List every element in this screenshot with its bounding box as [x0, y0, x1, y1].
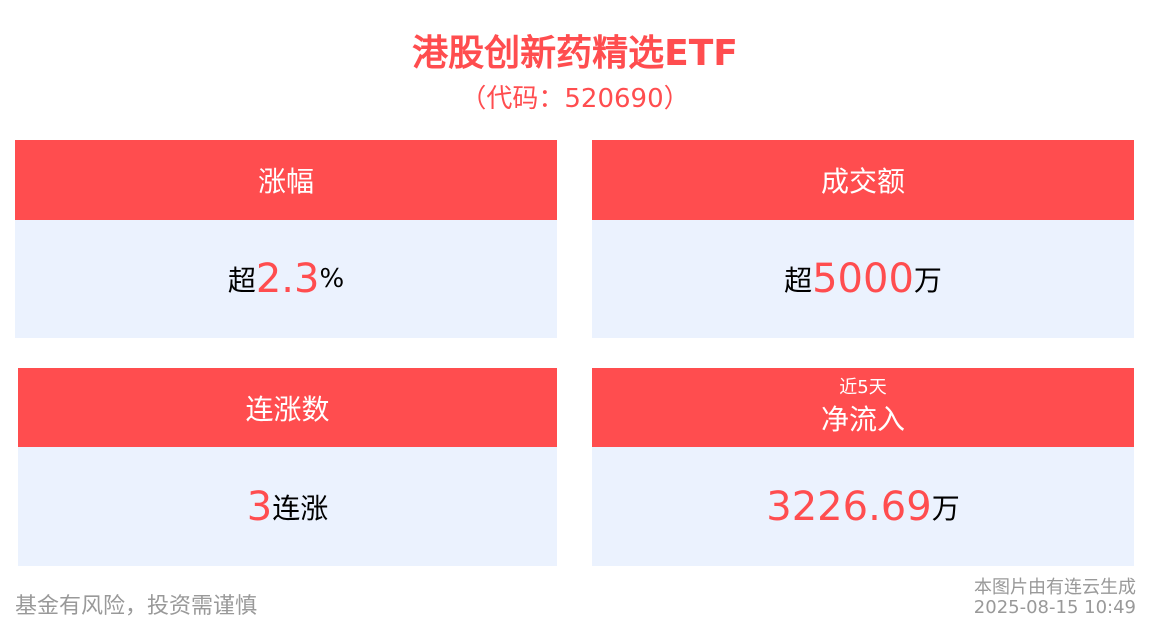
card-label: 净流入 — [820, 402, 905, 436]
card-body: 超 2.3% — [15, 220, 557, 338]
value-suffix: % — [319, 264, 345, 294]
value-suffix: 连涨 — [272, 491, 329, 525]
card-turnover: 成交额 超 5000 万 — [592, 140, 1134, 338]
card-header: 涨幅 — [15, 140, 557, 220]
value-prefix: 超 — [784, 264, 813, 297]
generated-info: 本图片由有连云生成 2025-08-15 10:49 — [974, 578, 1136, 618]
fund-code: （代码：520690） — [460, 84, 690, 114]
card-change: 涨幅 超 2.3% — [15, 140, 557, 338]
card-body: 超 5000 万 — [592, 220, 1134, 338]
value-number: 3226.69 — [766, 483, 932, 530]
card-label: 涨幅 — [257, 165, 314, 198]
value-suffix: 万 — [931, 491, 960, 525]
timestamp: 2025-08-15 10:49 — [973, 597, 1136, 618]
card-header: 成交额 — [592, 140, 1134, 220]
card-sublabel: 近5天 — [839, 376, 887, 398]
generated-by: 本图片由有连云生成 — [974, 577, 1136, 598]
card-net-inflow: 近5天净流入 3226.69 万 — [592, 368, 1134, 566]
card-header: 近5天净流入 — [592, 368, 1134, 447]
value-prefix: 超 — [227, 264, 256, 297]
page-title: 港股创新药精选ETF — [412, 33, 738, 74]
card-streak: 连涨数 3 连涨 — [18, 368, 557, 566]
value-number: 5000 — [812, 256, 914, 302]
card-label: 成交额 — [820, 165, 905, 198]
card-header: 连涨数 — [18, 368, 557, 447]
value-number: 3 — [246, 483, 273, 530]
value-suffix: 万 — [913, 264, 942, 297]
value-number: 2.3 — [255, 256, 320, 302]
risk-disclaimer: 基金有风险，投资需谨慎 — [15, 594, 258, 619]
card-label: 连涨数 — [245, 392, 330, 426]
card-body: 3226.69 万 — [592, 447, 1134, 566]
card-body: 3 连涨 — [18, 447, 557, 566]
